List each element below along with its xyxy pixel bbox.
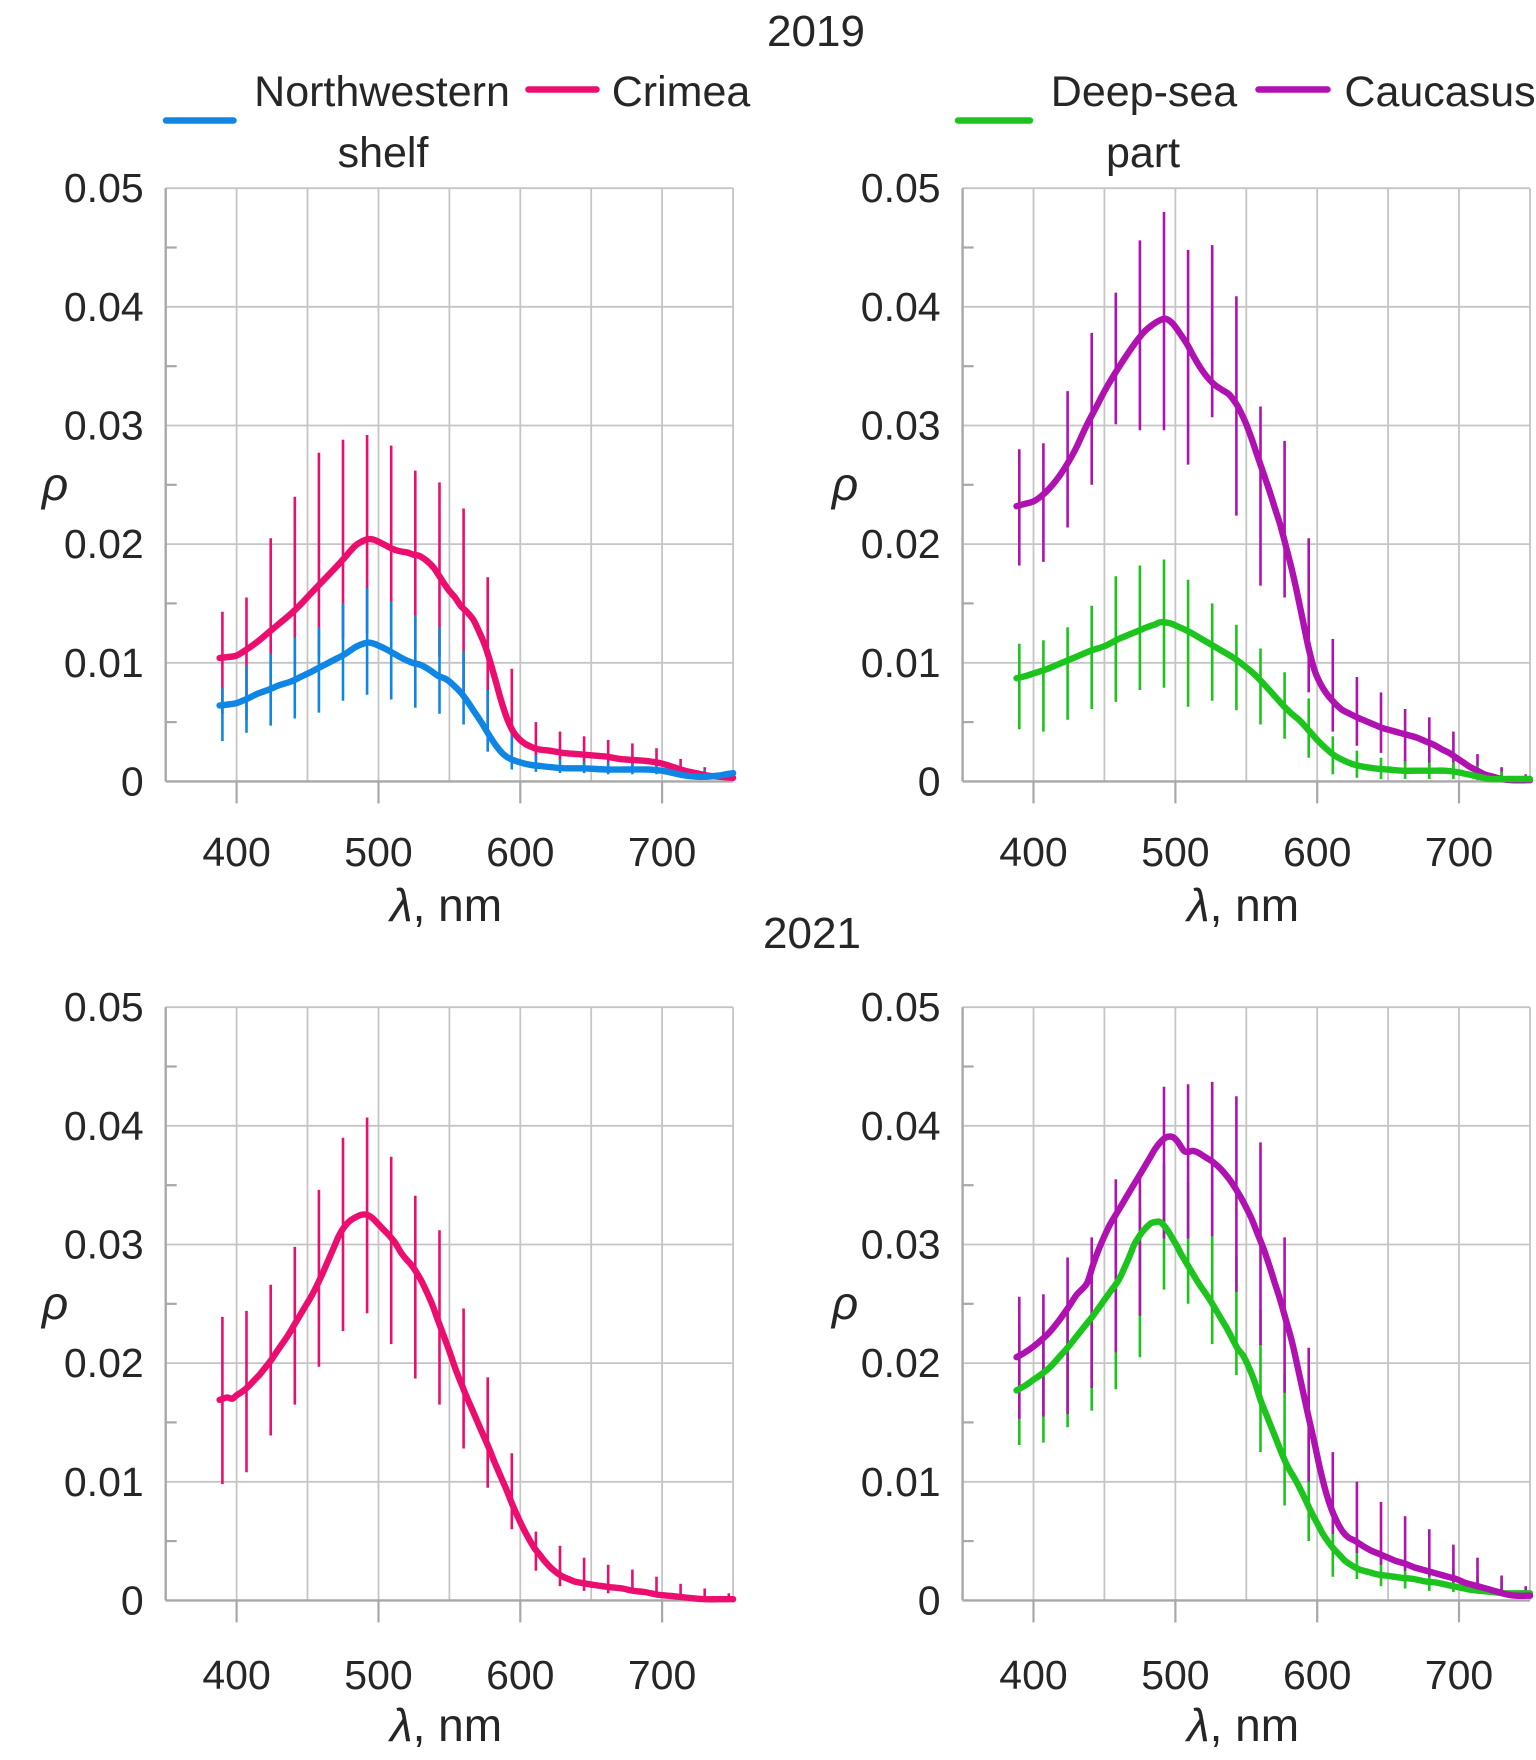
svg-text:400: 400 [202, 829, 270, 875]
svg-text:shelf: shelf [338, 129, 430, 177]
svg-text:600: 600 [486, 1652, 554, 1698]
svg-text:0.05: 0.05 [64, 165, 144, 211]
svg-text:Crimea: Crimea [612, 68, 751, 116]
svg-text:400: 400 [202, 1652, 270, 1698]
svg-text:λ, nm: λ, nm [1184, 1699, 1299, 1751]
svg-text:0: 0 [918, 758, 941, 804]
svg-text:0: 0 [121, 758, 144, 804]
svg-text:0.05: 0.05 [64, 984, 144, 1030]
svg-text:0.05: 0.05 [861, 165, 941, 211]
svg-text:0.03: 0.03 [861, 1222, 941, 1268]
svg-text:0.04: 0.04 [861, 1103, 941, 1149]
svg-text:0.04: 0.04 [64, 1103, 144, 1149]
svg-text:0.02: 0.02 [64, 1340, 144, 1386]
svg-text:ρ: ρ [830, 458, 858, 510]
svg-text:500: 500 [1141, 829, 1209, 875]
svg-text:0.01: 0.01 [64, 1459, 144, 1505]
svg-text:400: 400 [999, 1652, 1067, 1698]
svg-text:500: 500 [344, 1652, 412, 1698]
svg-text:ρ: ρ [40, 1277, 68, 1329]
svg-text:λ, nm: λ, nm [387, 1699, 502, 1751]
svg-text:700: 700 [628, 829, 696, 875]
svg-text:400: 400 [999, 829, 1067, 875]
svg-text:500: 500 [344, 829, 412, 875]
svg-text:0: 0 [121, 1577, 144, 1623]
svg-text:0.03: 0.03 [64, 1222, 144, 1268]
svg-text:0.05: 0.05 [861, 984, 941, 1030]
svg-text:500: 500 [1141, 1652, 1209, 1698]
svg-text:λ, nm: λ, nm [387, 879, 502, 931]
svg-text:Caucasus: Caucasus [1344, 68, 1535, 116]
svg-text:0: 0 [918, 1577, 941, 1623]
svg-text:ρ: ρ [40, 458, 68, 510]
svg-text:0.02: 0.02 [64, 521, 144, 567]
svg-text:700: 700 [628, 1652, 696, 1698]
svg-text:0.01: 0.01 [64, 640, 144, 686]
svg-text:ρ: ρ [830, 1277, 858, 1329]
svg-text:0.04: 0.04 [861, 284, 941, 330]
svg-text:0.01: 0.01 [861, 1459, 941, 1505]
svg-text:2019: 2019 [767, 7, 865, 56]
svg-text:600: 600 [1283, 1652, 1351, 1698]
svg-text:0.02: 0.02 [861, 1340, 941, 1386]
svg-text:0.03: 0.03 [861, 403, 941, 449]
svg-text:0.01: 0.01 [861, 640, 941, 686]
svg-text:part: part [1106, 129, 1180, 177]
svg-text:0.03: 0.03 [64, 403, 144, 449]
svg-text:600: 600 [486, 829, 554, 875]
svg-text:700: 700 [1425, 1652, 1493, 1698]
svg-text:700: 700 [1425, 829, 1493, 875]
svg-text:2021: 2021 [763, 909, 861, 958]
svg-text:600: 600 [1283, 829, 1351, 875]
svg-text:0.02: 0.02 [861, 521, 941, 567]
svg-text:Deep-sea: Deep-sea [1051, 68, 1238, 116]
svg-text:0.04: 0.04 [64, 284, 144, 330]
svg-text:Northwestern: Northwestern [254, 68, 510, 116]
svg-text:λ, nm: λ, nm [1184, 879, 1299, 931]
